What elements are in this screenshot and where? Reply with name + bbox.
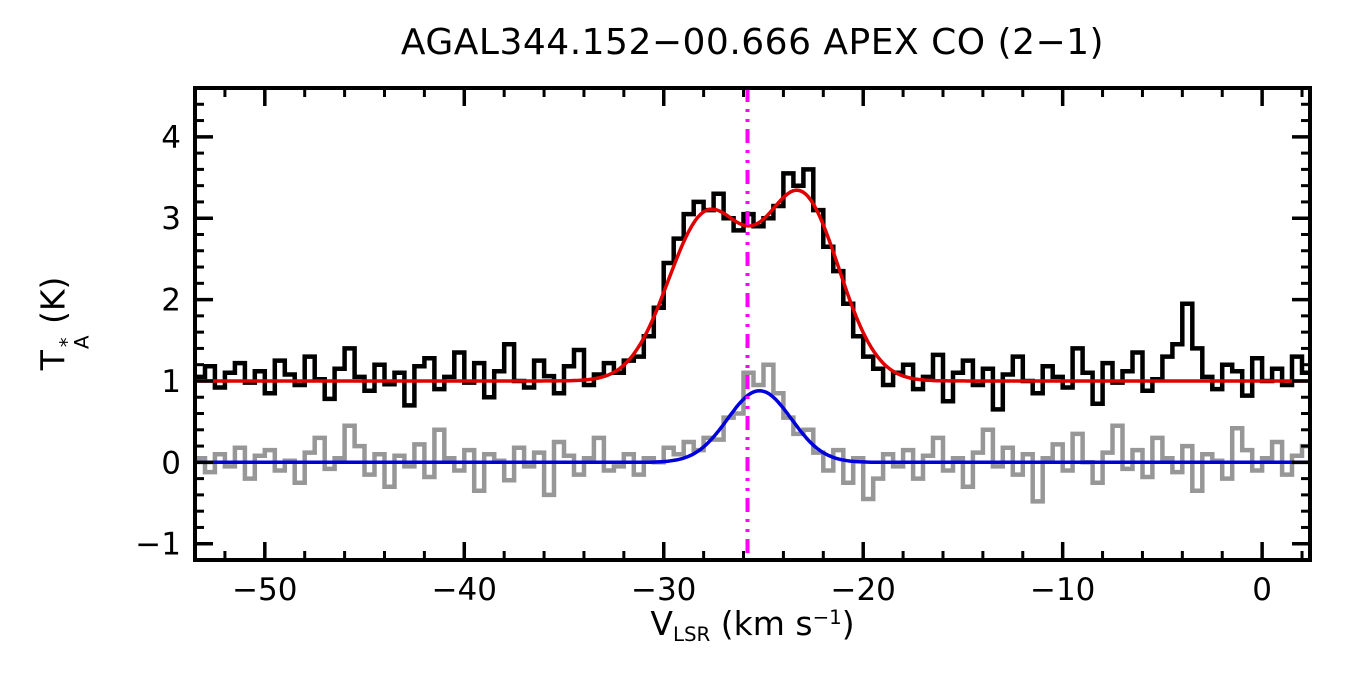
plot-data-area [195,88,1310,560]
y-axis-label-container: T * A (K) [14,0,110,661]
x-axis-label-subscript: LSR [672,622,711,646]
x-axis-label-quantity: V [650,604,673,643]
axis-ticks [195,88,1310,560]
chart-title: AGAL344.152−00.666 APEX CO (2−1) [400,22,1105,63]
x-tick-label: 0 [1252,572,1272,608]
y-axis-label: T * A (K) [33,276,94,371]
y-tick-label: 3 [161,201,181,237]
x-axis-label-exponent: −1 [812,606,842,630]
x-tick-label: −50 [232,572,297,608]
y-axis-label-quantity: T [33,350,73,371]
x-tick-label: −20 [830,572,895,608]
y-tick-label: 4 [161,120,181,156]
x-tick-label: −40 [432,572,497,608]
observed-spectrum [195,167,1310,412]
x-tick-label: −30 [631,572,696,608]
x-axis-label-unit: (km s [710,604,813,643]
y-axis-label-subscript: A [70,335,94,350]
y-tick-label: 0 [161,445,181,481]
y-axis-label-unit: (K) [33,276,73,335]
y-tick-label: 2 [161,283,181,319]
blue-gaussian-fit [195,389,1308,465]
plot-frame [193,86,1312,562]
y-tick-label: −1 [135,527,181,563]
x-tick-label: −10 [1030,572,1095,608]
y-tick-label: 1 [161,364,181,400]
x-axis-label: VLSR (km s−1) [195,604,1310,646]
y-axis-label-scripts: * A [56,335,94,350]
red-two-gaussian-fit [195,188,1308,383]
x-axis-label-close: ) [841,604,855,643]
